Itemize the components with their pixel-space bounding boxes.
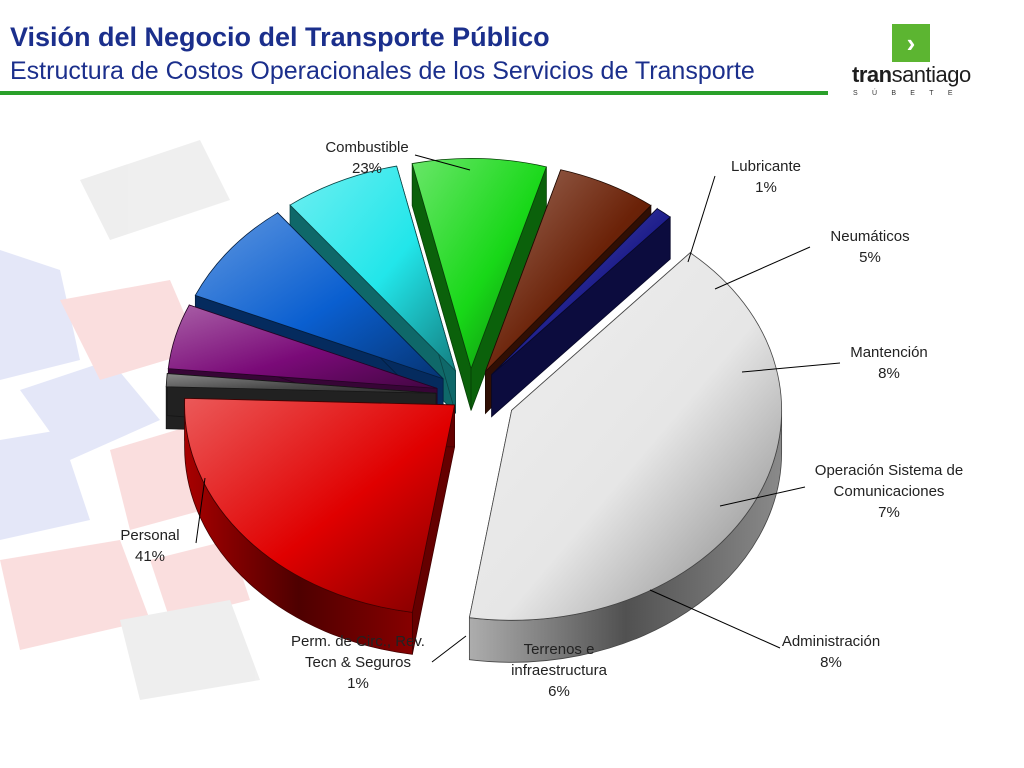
leader-line-0: [414, 154, 471, 171]
leader-line-5: [649, 589, 781, 649]
slice-label-7: Perm. de Circ., Rev. Tecn & Seguros 1%: [291, 633, 425, 692]
slice-label-8: Personal 41%: [120, 527, 179, 565]
slice-label-0: Combustible 23%: [325, 139, 408, 177]
slice-label-3: Mantención 8%: [850, 344, 928, 382]
transantiago-logo: › transantiago SÚBETE: [850, 24, 980, 102]
slice-label-4: Operación Sistema de Comunicaciones 7%: [815, 462, 963, 521]
pie-slice-7: [491, 207, 671, 418]
logo-arrow-icon: ›: [892, 24, 930, 62]
slice-label-6: Terrenos e infraestructura 6%: [511, 641, 608, 700]
header-divider: [0, 91, 828, 95]
pie-slice-0: [184, 397, 456, 655]
page-title: Visión del Negocio del Transporte Públic…: [10, 22, 550, 52]
leader-line-1: [687, 175, 716, 263]
logo-wordmark: transantiago: [852, 62, 971, 87]
leader-line-8: [195, 477, 206, 544]
page-subtitle: Estructura de Costos Operacionales de lo…: [10, 57, 755, 85]
slice-label-1: Lubricante 1%: [731, 158, 801, 196]
pie-slice-8: [468, 251, 783, 663]
leader-line-2: [714, 246, 811, 290]
pie-slice-5: [411, 158, 547, 411]
logo-tagline: SÚBETE: [853, 90, 967, 97]
leader-line-7: [431, 635, 467, 663]
slice-label-5: Administración 8%: [782, 633, 880, 671]
leader-line-4: [719, 486, 806, 507]
slice-label-2: Neumáticos 5%: [830, 228, 909, 266]
leader-line-3: [741, 362, 841, 373]
